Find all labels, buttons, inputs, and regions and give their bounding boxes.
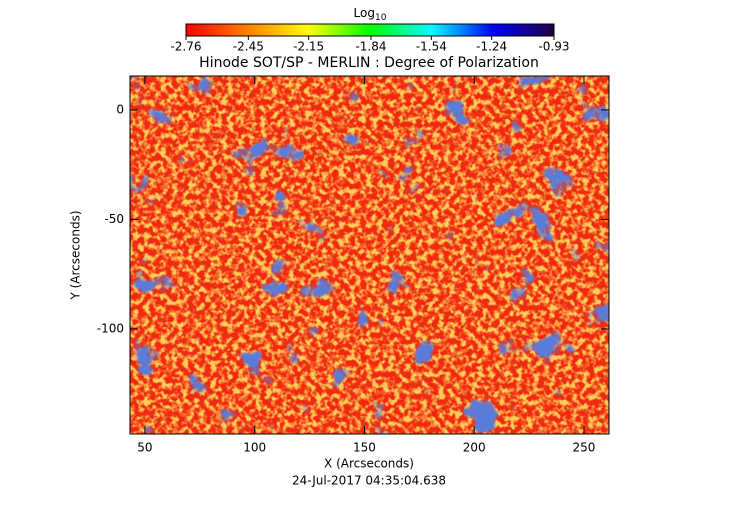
y-axis-label: Y (Arcseconds) (69, 210, 83, 300)
colorbar-label-main: Log (354, 6, 375, 20)
x-tick-label: 250 (573, 441, 596, 455)
colorbar-tick-label: -0.93 (538, 40, 569, 54)
x-tick-label: 100 (243, 441, 266, 455)
x-tick-label: 50 (137, 441, 152, 455)
x-tick-label: 150 (353, 441, 376, 455)
colorbar-tick-label: -1.84 (355, 40, 386, 54)
y-tick-label: -50 (104, 212, 124, 226)
image-patches (130, 76, 609, 434)
plot-frame (129, 75, 610, 435)
footer: 24-Jul-2017 04:35:04.638 (292, 474, 446, 488)
colorbar (185, 23, 555, 37)
y-tick-label: 0 (116, 102, 124, 116)
image (130, 76, 609, 434)
colorbar-tick-label: -1.54 (416, 40, 447, 54)
colorbar-tick-label: -2.45 (233, 40, 264, 54)
colorbar-label: Log10 (354, 6, 387, 23)
colorbar-tick-label: -2.76 (170, 40, 201, 54)
colorbar-tick-label: -2.15 (293, 40, 324, 54)
x-axis-label: X (Arcseconds) (324, 457, 414, 471)
colorbar-label-sub: 10 (375, 13, 387, 23)
x-tick-label: 200 (463, 441, 486, 455)
y-tick-label: -100 (97, 321, 124, 335)
colorbar-tick-label: -1.24 (476, 40, 507, 54)
chart-title: Hinode SOT/SP - MERLIN : Degree of Polar… (199, 55, 539, 71)
